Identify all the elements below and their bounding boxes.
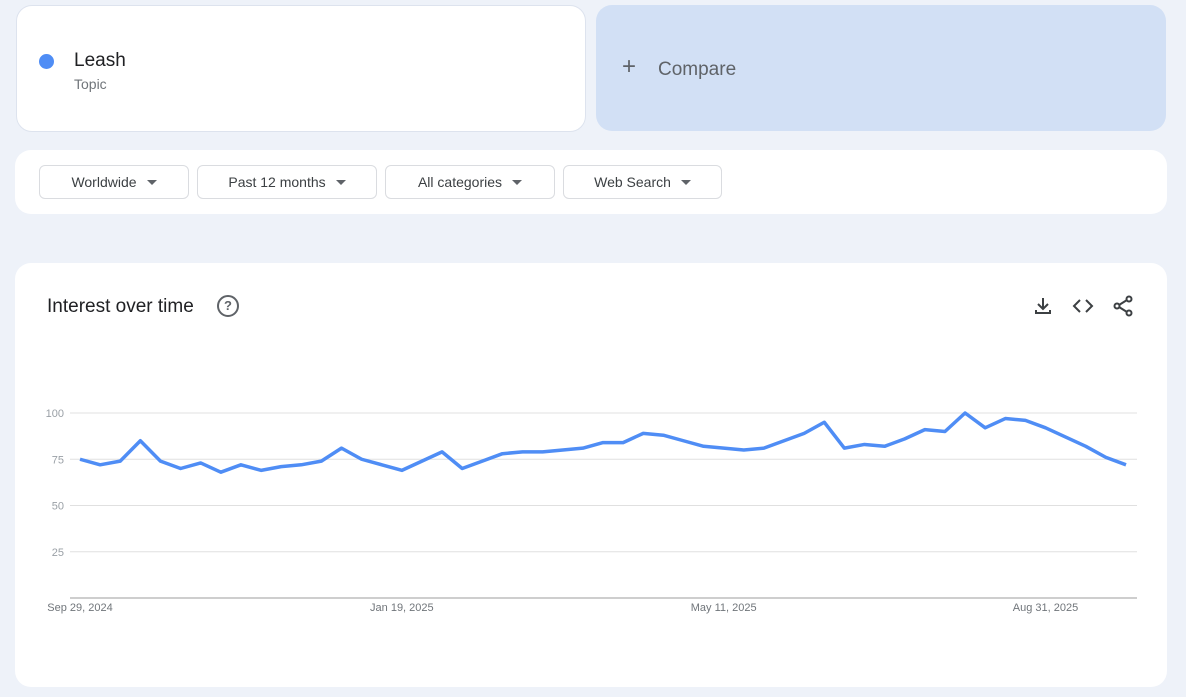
x-tick-label: Jan 19, 2025 <box>370 602 434 614</box>
y-tick-label: 75 <box>52 454 64 466</box>
download-icon[interactable] <box>1032 295 1054 317</box>
series-line <box>79 411 1127 474</box>
term-color-dot <box>39 54 54 69</box>
share-icon[interactable] <box>1112 295 1134 317</box>
x-tick-label: Aug 31, 2025 <box>1013 602 1078 614</box>
search-type-dropdown[interactable]: Web Search <box>563 165 722 199</box>
plus-icon: + <box>622 53 637 80</box>
y-tick-label: 100 <box>46 408 64 420</box>
line-chart: 25 50 75 100 Sep 29, 2024 Jan 19, 2025 May 11,… <box>46 408 1137 614</box>
compare-button[interactable]: + Compare <box>596 5 1166 131</box>
term-name: Leash <box>74 50 126 71</box>
x-tick-label: May 11, 2025 <box>691 602 757 614</box>
help-icon[interactable]: ? <box>217 295 239 317</box>
embed-code-icon[interactable] <box>1072 295 1094 317</box>
dropdown-label: Worldwide <box>71 174 137 190</box>
y-tick-label: 25 <box>52 547 64 559</box>
caret-down-icon <box>335 179 346 185</box>
term-type: Topic <box>74 76 107 92</box>
filter-bar: Worldwide Past 12 months All categories … <box>15 150 1167 214</box>
caret-down-icon <box>680 179 691 185</box>
y-tick-label: 50 <box>52 501 64 513</box>
chart-title: Interest over time <box>47 296 194 317</box>
x-tick-label: Sep 29, 2024 <box>47 602 112 614</box>
dropdown-label: All categories <box>417 174 503 190</box>
compare-label: Compare <box>658 59 737 80</box>
dropdown-label: Past 12 months <box>228 174 326 190</box>
region-dropdown[interactable]: Worldwide <box>39 165 189 199</box>
search-term-card[interactable]: Leash Topic <box>16 5 586 132</box>
caret-down-icon <box>146 179 157 185</box>
dropdown-label: Web Search <box>594 174 671 190</box>
category-dropdown[interactable]: All categories <box>385 165 555 199</box>
time-range-dropdown[interactable]: Past 12 months <box>197 165 377 199</box>
caret-down-icon <box>512 179 523 185</box>
interest-over-time-card: Interest over time ? 25 50 75 100 Sep 29, 20… <box>15 263 1167 687</box>
